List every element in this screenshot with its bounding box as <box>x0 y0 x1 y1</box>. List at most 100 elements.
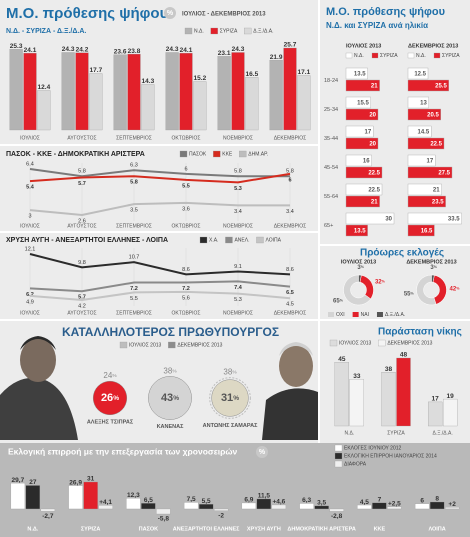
category-label: ΑΛΕΞΗΣ ΤΣΙΠΡΑΣ <box>87 419 134 425</box>
value-label: 25.3 <box>10 43 23 50</box>
value-label: 21 <box>433 187 440 193</box>
value-label: 14.3 <box>142 78 155 85</box>
legend-swatch <box>407 52 415 59</box>
value-label: 21 <box>371 199 378 205</box>
legend-label: ΕΚΛΟΓΕΣ ΙΟΥΝΙΟΥ 2012 <box>344 445 402 451</box>
bar <box>407 183 442 196</box>
chart-title: Μ.Ο. πρόθεσης ψήφου <box>326 6 445 18</box>
x-tick-label: ΣΕΠΤΕΜΒΡΙΟΣ <box>116 135 152 141</box>
photo-left <box>0 336 78 440</box>
value-label: 8 <box>435 496 439 503</box>
value-label: 3.5 <box>130 208 138 214</box>
legend-label: Δ.Ξ./Δ.Α. <box>385 312 405 318</box>
bar <box>141 503 156 510</box>
value-label: 31% <box>221 392 239 404</box>
value-label: 6.5 <box>286 290 294 296</box>
legend-swatch <box>199 236 208 244</box>
value-label: 5.5 <box>182 183 190 189</box>
x-tick-label: ΣΕΠΤΕΜΒΡΙΟΣ <box>116 310 152 316</box>
value-label: 6 <box>184 166 187 172</box>
bar <box>9 49 23 131</box>
category-label: ΚΑΝΕΝΑΣ <box>157 424 185 430</box>
value: 32 <box>375 279 382 285</box>
value-label: 3.6 <box>182 206 190 212</box>
value-label: 7.4 <box>234 285 243 291</box>
unit: % <box>172 369 177 375</box>
value-label: 4.5 <box>286 302 294 308</box>
value-label: +2,5 <box>388 501 401 508</box>
bar <box>345 183 383 196</box>
bar <box>25 485 41 510</box>
value: 38 <box>163 366 172 375</box>
value-label: 2.6 <box>78 218 86 224</box>
x-tick-label: ΛΟΙΠΑ <box>428 526 445 532</box>
bar <box>345 154 372 167</box>
x-tick-label: ΑΝΕΞΑΡΤΗΤΟΙ ΕΛΛΗΝΕΣ <box>173 526 240 532</box>
value-label: 20.5 <box>427 112 439 118</box>
legend-label: ΕΚΛΟΓΙΚΗ ΕΠΙΡΡΟΗ ΙΑΝΟΥΑΡΙΟΣ 2014 <box>344 453 437 459</box>
bar <box>407 137 445 150</box>
bar <box>245 77 259 131</box>
value-label: 22.5 <box>368 170 380 176</box>
value-label: 5.8 <box>130 180 138 186</box>
legend-label: ΑΝΕΛ. <box>234 237 249 243</box>
value: 3 <box>357 265 361 271</box>
legend-swatch <box>179 150 188 158</box>
legend-swatch <box>168 341 176 349</box>
value: 43 <box>161 392 173 404</box>
value-label: 4,5 <box>360 499 369 506</box>
panel-label: ΔΕΚΕΜΒΡΙΟΣ 2013 <box>408 43 458 49</box>
x-tick-label: ΚΚΕ <box>374 526 386 532</box>
legend-swatch <box>119 341 128 349</box>
x-tick-label: ΟΚΤΩΒΡΙΟΣ <box>172 223 201 229</box>
value: 65 <box>333 298 340 304</box>
value-label: 6.3 <box>130 163 138 169</box>
legend-label: ΠΑΣΟΚ <box>189 151 207 157</box>
chart-title: ΠΑΣΟΚ - ΚΚΕ - ΔΗΜΟΚΡΑΤΙΚΗ ΑΡΙΣΤΕΡΑ <box>6 151 145 158</box>
legend-swatch <box>334 444 343 452</box>
legend-swatch <box>256 236 264 244</box>
value-label: 17 <box>432 396 440 403</box>
previous-label: 38% <box>163 366 177 375</box>
unit-label: % <box>259 449 266 456</box>
value-label: 7.2 <box>130 286 138 292</box>
value-label: 16.5 <box>421 228 433 234</box>
bar <box>345 137 379 150</box>
value-label: -5,8 <box>158 516 170 523</box>
x-tick-label: ΝΟΕΜΒΡΙΟΣ <box>223 223 253 229</box>
line <box>29 201 290 217</box>
unit: % <box>113 395 119 402</box>
x-tick-label: ΟΚΤΩΒΡΙΟΣ <box>172 135 201 141</box>
value-label: 23.8 <box>128 48 141 55</box>
unit-label: % <box>167 10 174 17</box>
bar <box>10 482 26 510</box>
unit: % <box>434 265 438 269</box>
legend-swatch <box>371 52 379 59</box>
value-label: 22.5 <box>368 187 380 193</box>
value-label: 48 <box>400 352 408 359</box>
bar <box>407 195 446 208</box>
unit: % <box>340 298 344 302</box>
bar <box>357 504 372 510</box>
value-label: 14.5 <box>418 129 430 135</box>
value-label: 5.7 <box>78 295 86 301</box>
value-label: 4.9 <box>26 299 34 305</box>
value-label: 17 <box>365 129 372 135</box>
legend-label: ΙΟΥΛΙΟΣ 2013 <box>129 342 162 348</box>
value-label: 16.5 <box>246 71 259 78</box>
bar <box>407 224 435 237</box>
legend-label: Ν.Δ. <box>194 28 204 34</box>
value-label: 5.8 <box>78 169 86 175</box>
x-tick-label: ΑΥΓΟΥΣΤΟΣ <box>67 223 96 229</box>
legend-label: ΝΑΙ <box>361 312 369 318</box>
x-tick-label: ΣΕΠΤΕΜΒΡΙΟΣ <box>116 223 152 229</box>
value-label: 8.6 <box>286 267 294 273</box>
chart-period: ΙΟΥΛΙΟΣ - ΔΕΚΕΜΒΡΙΟΣ 2013 <box>182 12 266 18</box>
row-label: 45-54 <box>324 165 338 171</box>
value-label: 13 <box>420 100 427 106</box>
value-label: 24.1 <box>180 47 193 54</box>
bar <box>345 195 380 208</box>
bar <box>345 125 374 138</box>
bar <box>407 125 432 138</box>
